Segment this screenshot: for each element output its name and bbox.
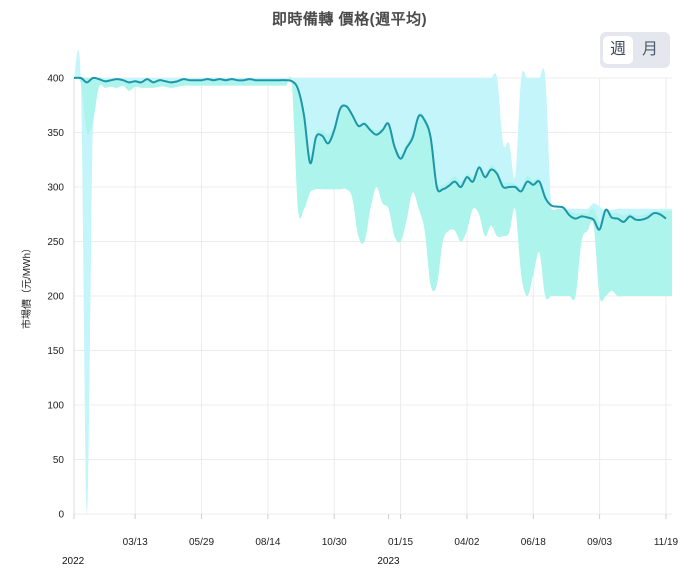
x-tick-label: 06/18: [521, 537, 546, 548]
x-tick-label: 01/15: [388, 537, 413, 548]
month-toggle-button[interactable]: 月: [641, 41, 658, 58]
band-layer: [74, 49, 672, 515]
year-label: 2023: [377, 556, 400, 567]
x-tick-label: 11/19: [654, 537, 679, 548]
x-tick-label: 08/14: [255, 537, 280, 548]
y-tick-label: 100: [47, 401, 64, 412]
week-toggle-button[interactable]: 週: [603, 36, 633, 64]
y-tick-label: 400: [47, 74, 64, 85]
y-tick-label: 150: [47, 346, 64, 357]
year-label: 2022: [62, 556, 85, 567]
x-tick-label: 10/30: [322, 537, 347, 548]
y-tick-label: 300: [47, 183, 64, 194]
period-toggle: 週 月: [600, 32, 670, 68]
y-axis-label: 市場價（元/MWh）: [20, 243, 33, 329]
axis-layer: 0 50 100 150 200 250 300 350 400 03/13 05/29 08/14 1…: [20, 74, 679, 568]
x-tick-label: 05/29: [189, 537, 214, 548]
x-tick-label: 04/02: [454, 537, 479, 548]
max-min-band: [74, 49, 672, 515]
y-tick-label: 200: [47, 292, 64, 303]
line-layer: [73, 76, 667, 231]
y-tick-label: 250: [47, 237, 64, 248]
p25-p75-band: [74, 76, 672, 302]
x-tick-label: 03/13: [123, 537, 148, 548]
chart-title: 即時備轉 價格(週平均): [271, 11, 428, 28]
y-tick-label: 350: [47, 128, 64, 139]
y-tick-label: 0: [58, 510, 64, 521]
x-tick-label: 09/03: [587, 537, 612, 548]
average-series-line: [73, 76, 667, 231]
y-tick-label: 50: [53, 455, 65, 466]
